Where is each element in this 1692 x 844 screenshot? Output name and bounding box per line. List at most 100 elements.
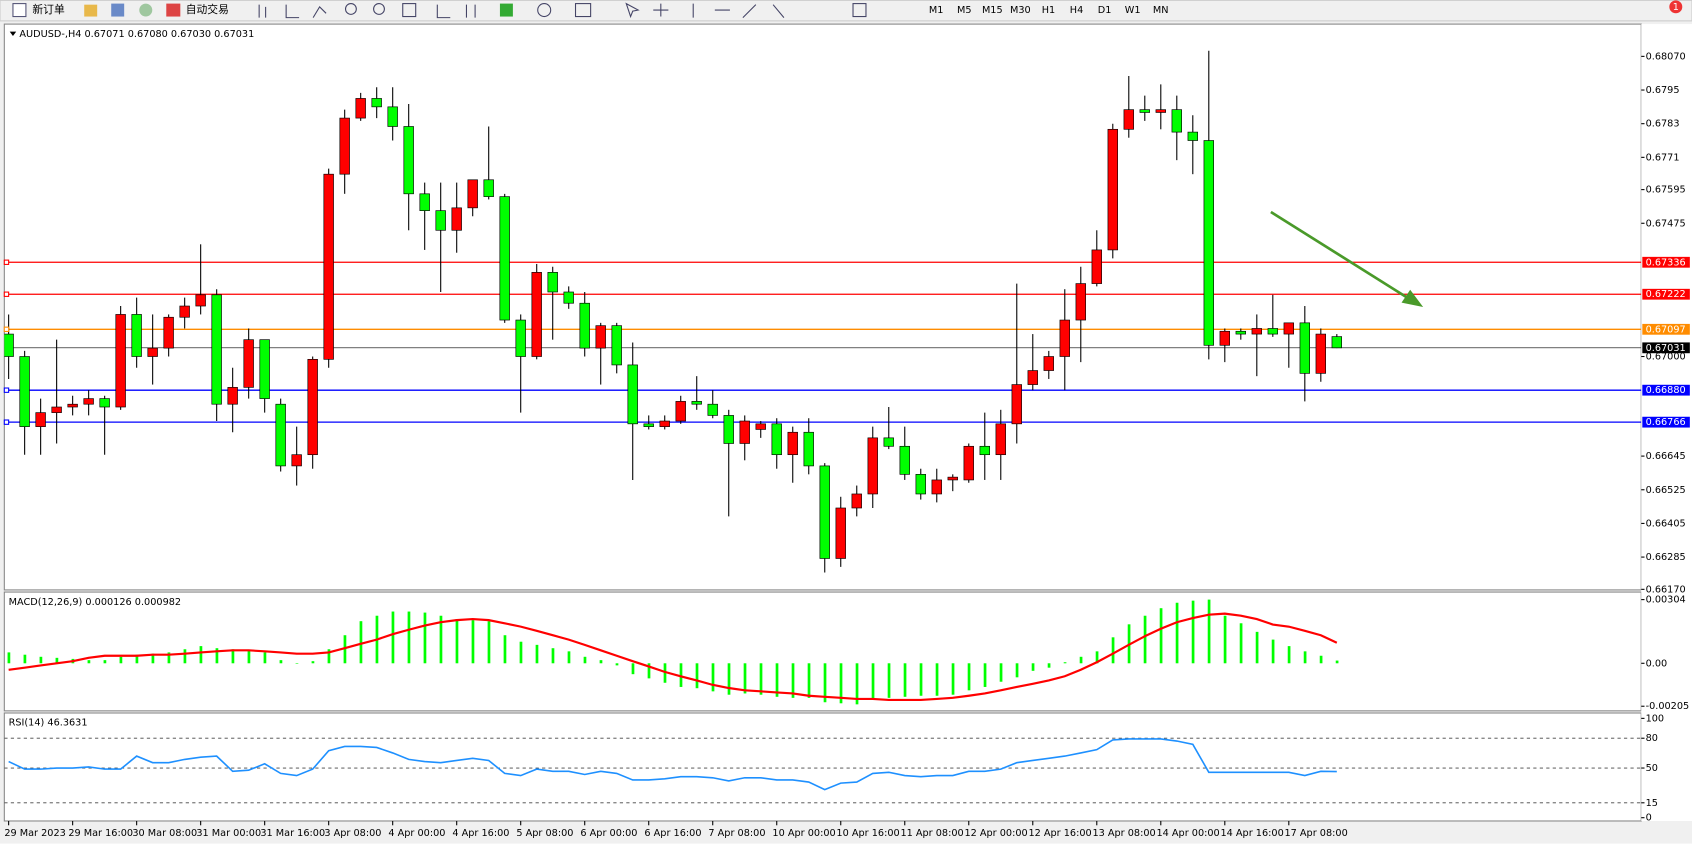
candle-body (547, 272, 558, 293)
y-tick-label: -0.00205 (1646, 701, 1690, 712)
candle-body (115, 314, 126, 408)
clock-icon[interactable] (537, 3, 552, 18)
timeframe-button[interactable]: D1 (1098, 5, 1112, 16)
symbol-menu[interactable] (9, 31, 17, 36)
candle-body (819, 465, 830, 559)
candle-body (99, 398, 110, 408)
new-order-button[interactable]: 新订单 (32, 3, 65, 16)
macd-bar (279, 660, 283, 664)
candle-body (979, 445, 990, 456)
candle-body (19, 356, 30, 427)
candle-body (787, 431, 798, 456)
macd-bar (999, 663, 1003, 682)
candle-body (307, 358, 318, 456)
tile-icon[interactable] (402, 3, 417, 18)
candle-body (915, 474, 926, 495)
macd-bar (1255, 631, 1259, 664)
macd-bar (519, 641, 523, 664)
template-icon[interactable] (574, 3, 592, 18)
zoom-in[interactable] (344, 3, 357, 15)
macd-bar (935, 663, 939, 696)
level-label: 0.67222 (1646, 289, 1686, 300)
auto-trade-button[interactable]: 自动交易 (186, 3, 229, 16)
macd-bar (1223, 615, 1227, 664)
candle-body (355, 98, 366, 119)
level-marker (3, 387, 10, 393)
candle-body (291, 454, 302, 467)
candle-body (531, 272, 542, 357)
timeframe-button[interactable]: MN (1153, 5, 1169, 16)
macd-bar (1111, 637, 1115, 664)
macd-bar (903, 663, 907, 697)
candle-body (851, 493, 862, 509)
x-tick-label: 12 Apr 00:00 (964, 828, 1027, 839)
tool-icon[interactable] (84, 4, 98, 17)
macd-bar (583, 656, 587, 664)
macd-bar (839, 663, 843, 704)
candle-body (387, 106, 398, 127)
draw-icons[interactable] (436, 2, 785, 19)
x-tick-label: 31 Mar 00:00 (196, 828, 261, 839)
zoom-out[interactable] (373, 3, 385, 15)
macd-bar (455, 619, 459, 664)
x-tick-label: 5 Apr 08:00 (516, 828, 573, 839)
tool-icon[interactable] (111, 3, 125, 17)
timeframe-button[interactable]: M5 (957, 5, 972, 16)
candle-body (467, 179, 478, 209)
x-tick-label: 29 Mar 2023 (4, 828, 66, 839)
y-tick-label: 0.66405 (1646, 518, 1686, 529)
candle-body (259, 339, 270, 399)
text-label-icon[interactable] (852, 3, 867, 18)
x-tick-label: 6 Apr 16:00 (644, 828, 701, 839)
main-title: AUDUSD-,H4 0.67071 0.67080 0.67030 0.670… (19, 29, 254, 40)
candle-body (131, 314, 142, 357)
macd-bar (775, 663, 779, 697)
timeframe-button[interactable]: H4 (1070, 5, 1083, 16)
timeframe-button[interactable]: M1 (929, 5, 944, 16)
macd-bar (263, 652, 267, 664)
chart-icons[interactable] (258, 4, 327, 19)
rsi-line (8, 738, 1337, 791)
x-tick-label: 29 Mar 16:00 (68, 828, 133, 839)
candle-body (275, 403, 286, 467)
timeframe-button[interactable]: M15 (982, 5, 1003, 16)
candle-body (371, 98, 382, 108)
y-tick-label: 0.68070 (1646, 51, 1686, 62)
tool-icons[interactable] (258, 2, 867, 19)
macd-bar (599, 660, 603, 664)
x-tick-label: 12 Apr 16:00 (1028, 828, 1091, 839)
timeframe-button[interactable]: W1 (1125, 5, 1141, 16)
candle-body (899, 445, 910, 475)
timeframe-button[interactable]: H1 (1042, 5, 1055, 16)
candle-body (227, 387, 238, 405)
macd-bar (631, 663, 635, 675)
macd-bar (119, 656, 123, 664)
candle-body (451, 207, 462, 231)
candle-body (4, 333, 14, 357)
new-order-icon[interactable] (12, 3, 27, 18)
candle-body (35, 412, 46, 427)
indicator-icon[interactable] (499, 3, 513, 17)
timeframe-button[interactable]: M30 (1010, 5, 1031, 16)
macd-bar (167, 652, 171, 664)
macd-bar (359, 621, 363, 664)
macd-bar (807, 663, 811, 698)
y-tick-label: 0.6795 (1646, 85, 1680, 96)
macd-bar (7, 652, 11, 664)
macd-bar (231, 649, 235, 664)
macd-bar (567, 651, 571, 664)
toolbar-bg (0, 0, 1692, 22)
auto-trade-icon[interactable] (166, 3, 181, 17)
level-label-bg (1642, 323, 1690, 335)
notification-badge[interactable] (1669, 0, 1683, 14)
toolbar: 新订单 自动交易 M1 M5 M15 M30 H1 H4 D1 W1 MN 1 (0, 0, 1692, 22)
candle-body (1043, 356, 1054, 371)
candle-body (707, 403, 718, 416)
y-tick-label: 0.67595 (1646, 185, 1686, 196)
macd-bar (647, 663, 651, 679)
tool-icon[interactable] (139, 3, 153, 17)
macd-bar (1271, 639, 1275, 664)
axes: 0.68070 0.6795 0.6783 0.6771 0.67595 0.67475 0… (3, 51, 1690, 839)
level-label: 0.67336 (1646, 257, 1686, 268)
